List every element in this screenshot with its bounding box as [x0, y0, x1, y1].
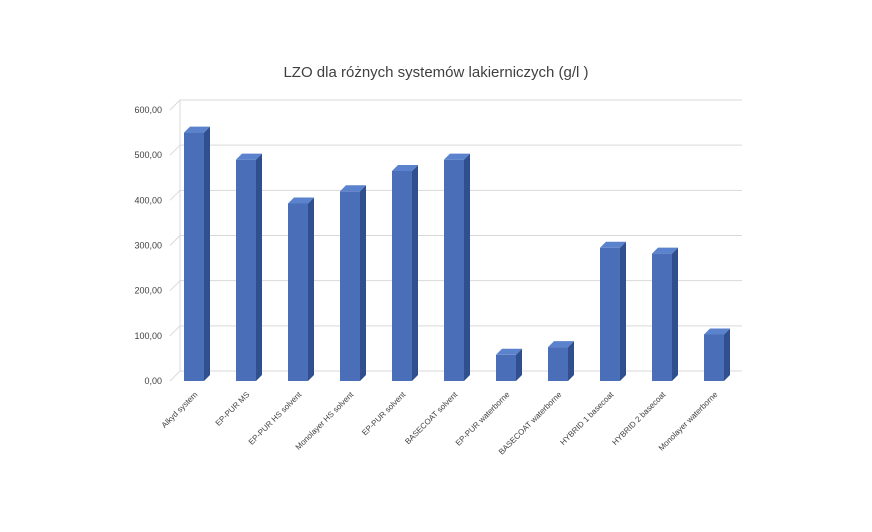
bar	[236, 153, 262, 381]
chart-title: LZO dla różnych systemów lakierniczych (…	[283, 64, 589, 81]
bar-front	[600, 247, 620, 381]
bar-side	[724, 328, 730, 381]
bar-side	[464, 153, 470, 381]
bar-side	[204, 126, 210, 381]
bar-side	[620, 241, 626, 381]
bar	[392, 164, 418, 381]
bar-side	[256, 153, 262, 381]
bar-front	[392, 170, 412, 381]
gridline-side	[169, 189, 181, 201]
bar-front	[496, 354, 516, 381]
x-tick-label: Alkyd system	[160, 390, 200, 430]
gridline-side	[169, 370, 181, 382]
x-tick-label: HYBRID 1 basecoat	[558, 390, 616, 448]
bar	[600, 241, 626, 381]
bar-top	[288, 197, 314, 204]
bar-top	[496, 348, 522, 355]
y-tick-label: 100,00	[134, 331, 162, 341]
bar	[496, 348, 522, 381]
gridline-side	[169, 144, 181, 156]
bar-front	[288, 203, 308, 381]
bar	[652, 247, 678, 381]
bar-side	[360, 185, 366, 381]
y-tick-label: 200,00	[134, 286, 162, 296]
bar-top	[392, 164, 418, 171]
bar-front	[340, 191, 360, 381]
bar-side	[412, 164, 418, 381]
x-tick-label: EP-PUR HS solvent	[247, 390, 304, 447]
y-tick-label: 0,00	[144, 376, 162, 386]
bar-side	[672, 247, 678, 381]
x-tick-label: EP-PUR MS	[214, 390, 252, 428]
bars	[184, 126, 730, 381]
y-tick-label: 300,00	[134, 241, 162, 251]
bar	[184, 126, 210, 381]
bar-front	[548, 347, 568, 381]
bar-top	[652, 247, 678, 254]
bar-top	[704, 328, 730, 335]
bar-top	[184, 126, 210, 133]
bar-top	[340, 185, 366, 192]
bar-side	[516, 348, 522, 381]
bar-front	[236, 159, 256, 381]
bar-top	[236, 153, 262, 160]
x-tick-label: Monolayer HS solvent	[294, 390, 356, 452]
bar-top	[548, 341, 574, 348]
x-tick-label: EP-PUR solvent	[360, 390, 408, 438]
bar	[548, 341, 574, 381]
y-tick-label: 400,00	[134, 195, 162, 205]
y-axis-labels: 0,00 100,00 200,00 300,00 400,00 500,00 600,00	[134, 105, 162, 386]
gridline-side	[169, 99, 181, 111]
bar	[444, 153, 470, 381]
gridline-side	[169, 235, 181, 246]
bar-front	[704, 334, 724, 381]
y-tick-label: 600,00	[134, 105, 162, 115]
y-tick-label: 500,00	[134, 150, 162, 160]
gridline-side	[169, 280, 181, 292]
bar	[704, 328, 730, 381]
x-tick-label: Monolayer waterborne	[657, 390, 720, 453]
bar-side	[568, 341, 574, 381]
x-tick-label: BASECOAT solvent	[403, 390, 460, 447]
bar-side	[308, 197, 314, 381]
x-tick-label: EP-PUR waterborne	[454, 390, 512, 448]
bar-front	[184, 132, 204, 381]
gridline-side	[169, 325, 181, 337]
bar-front	[444, 159, 464, 381]
bar	[340, 185, 366, 381]
bar-top	[600, 241, 626, 248]
bar-front	[652, 253, 672, 381]
x-tick-label: HYBRID 2 basecoat	[610, 390, 668, 448]
bar-top	[444, 153, 470, 160]
bar	[288, 197, 314, 381]
